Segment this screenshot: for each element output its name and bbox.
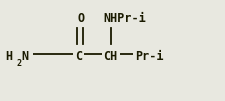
Text: NHPr-i: NHPr-i xyxy=(104,12,146,25)
Text: O: O xyxy=(78,12,85,25)
Text: N: N xyxy=(21,50,29,63)
Text: C: C xyxy=(75,50,83,63)
Text: H: H xyxy=(6,50,13,63)
Text: CH: CH xyxy=(104,50,118,63)
Text: 2: 2 xyxy=(17,59,22,68)
Text: Pr-i: Pr-i xyxy=(135,50,164,63)
